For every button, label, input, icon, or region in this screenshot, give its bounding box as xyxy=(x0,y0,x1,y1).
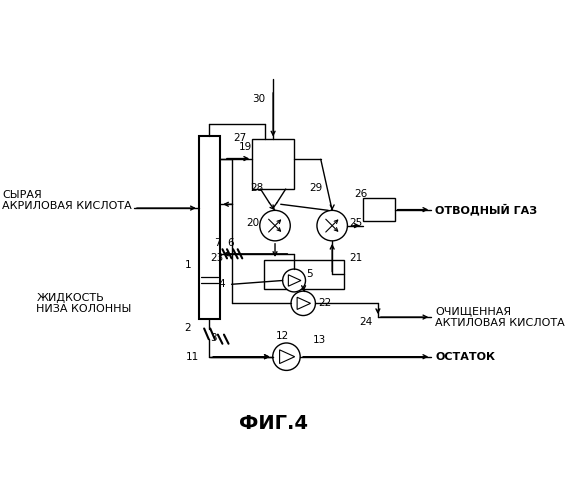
Text: 20: 20 xyxy=(247,218,260,228)
Text: 4: 4 xyxy=(219,280,226,289)
Text: ЖИДКОСТЬ
НИЗА КОЛОННЫ: ЖИДКОСТЬ НИЗА КОЛОННЫ xyxy=(36,292,132,314)
Text: 11: 11 xyxy=(185,352,199,362)
Bar xyxy=(363,198,395,221)
Text: 3: 3 xyxy=(210,332,217,342)
Circle shape xyxy=(291,291,315,316)
Text: 13: 13 xyxy=(313,336,327,345)
Text: ОТВОДНЫЙ ГАЗ: ОТВОДНЫЙ ГАЗ xyxy=(435,204,537,216)
Text: 7: 7 xyxy=(214,238,221,248)
Bar xyxy=(252,140,294,189)
Text: 26: 26 xyxy=(354,189,368,199)
Text: 2: 2 xyxy=(184,322,191,332)
Circle shape xyxy=(260,210,290,241)
Text: 22: 22 xyxy=(319,298,332,308)
Text: 21: 21 xyxy=(349,252,362,262)
Text: 24: 24 xyxy=(359,318,372,328)
Text: 19: 19 xyxy=(239,142,252,152)
Text: ОСТАТОК: ОСТАТОК xyxy=(435,352,495,362)
Circle shape xyxy=(282,269,306,292)
Text: 29: 29 xyxy=(310,182,323,192)
Text: 28: 28 xyxy=(251,182,264,192)
Text: ФИГ.4: ФИГ.4 xyxy=(239,414,308,434)
Text: 25: 25 xyxy=(350,218,363,228)
Circle shape xyxy=(317,210,348,241)
Bar xyxy=(264,260,344,289)
Text: 12: 12 xyxy=(276,332,289,342)
Text: СЫРАЯ
АКРИЛОВАЯ КИСЛОТА: СЫРАЯ АКРИЛОВАЯ КИСЛОТА xyxy=(2,190,132,212)
Text: 5: 5 xyxy=(306,270,313,280)
Text: 6: 6 xyxy=(227,238,234,248)
Text: 27: 27 xyxy=(234,133,247,143)
Text: 1: 1 xyxy=(184,260,191,270)
Bar xyxy=(199,136,220,318)
Circle shape xyxy=(273,343,300,370)
Text: 30: 30 xyxy=(252,94,265,104)
Text: ОЧИЩЕННАЯ
АКТИЛОВАЯ КИСЛОТА: ОЧИЩЕННАЯ АКТИЛОВАЯ КИСЛОТА xyxy=(435,306,565,328)
Text: 23: 23 xyxy=(211,252,224,262)
